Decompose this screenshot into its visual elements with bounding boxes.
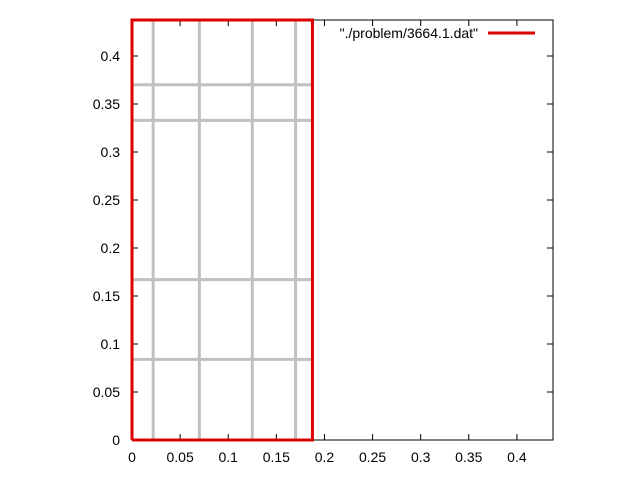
y-tick-label: 0.3 <box>101 144 121 160</box>
legend-label-series-1: "./problem/3664.1.dat" <box>340 25 478 41</box>
axes <box>131 19 554 441</box>
y-tick-label: 0.15 <box>93 288 120 304</box>
x-tick-label: 0.3 <box>411 449 431 465</box>
y-tick-label: 0.35 <box>93 96 120 112</box>
x-tick-label: 0.2 <box>315 449 335 465</box>
series-line-1 <box>130 18 314 442</box>
y-tick-label: 0.1 <box>101 336 121 352</box>
series-layer <box>130 18 314 442</box>
y-tick-label: 0.2 <box>101 240 121 256</box>
legend: "./problem/3664.1.dat" <box>340 25 535 41</box>
x-tick-label: 0.25 <box>359 449 386 465</box>
y-axis-ticks: 0 0.05 0.1 0.15 0.2 0.25 0.3 0.35 0.4 <box>93 48 553 448</box>
x-tick-label: 0.4 <box>507 449 527 465</box>
y-tick-label: 0.25 <box>93 192 120 208</box>
x-tick-label: 0 <box>128 449 136 465</box>
x-tick-label: 0.15 <box>263 449 290 465</box>
x-tick-label: 0.05 <box>166 449 193 465</box>
y-tick-label: 0 <box>112 432 120 448</box>
grid-lines <box>132 20 313 440</box>
y-tick-label: 0.05 <box>93 384 120 400</box>
x-axis-ticks: 0 0.05 0.1 0.15 0.2 0.25 0.3 0.35 0.4 <box>128 20 527 465</box>
x-tick-label: 0.35 <box>455 449 482 465</box>
x-tick-label: 0.1 <box>218 449 238 465</box>
y-tick-label: 0.4 <box>101 48 121 64</box>
plot-frame <box>131 19 554 441</box>
